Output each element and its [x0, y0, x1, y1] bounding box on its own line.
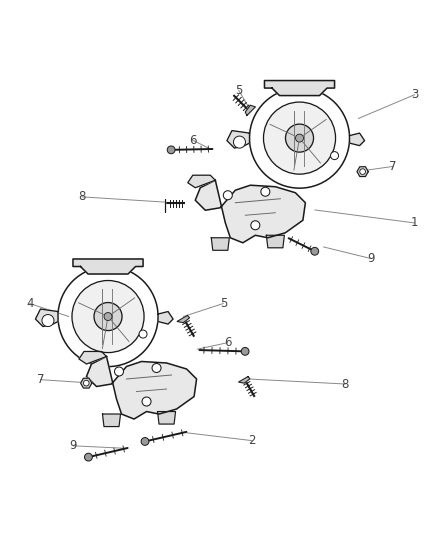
Polygon shape — [177, 316, 190, 322]
Polygon shape — [102, 414, 120, 426]
Text: 7: 7 — [37, 373, 44, 386]
Circle shape — [261, 187, 270, 196]
Polygon shape — [158, 411, 176, 424]
Polygon shape — [357, 167, 368, 176]
Polygon shape — [239, 377, 250, 383]
Text: 4: 4 — [26, 297, 33, 310]
Text: 5: 5 — [220, 297, 227, 310]
Text: 8: 8 — [342, 377, 349, 391]
Circle shape — [42, 314, 54, 327]
Polygon shape — [227, 131, 250, 148]
Polygon shape — [73, 259, 143, 274]
Polygon shape — [266, 235, 284, 248]
Polygon shape — [265, 80, 335, 95]
Circle shape — [296, 134, 304, 142]
Circle shape — [85, 453, 92, 461]
Text: 9: 9 — [70, 439, 77, 453]
Polygon shape — [350, 133, 364, 146]
Polygon shape — [35, 309, 58, 327]
Polygon shape — [245, 105, 255, 115]
Circle shape — [72, 280, 144, 353]
Polygon shape — [211, 238, 230, 251]
Circle shape — [58, 266, 158, 367]
Text: 1: 1 — [411, 216, 419, 230]
Text: 2: 2 — [248, 434, 255, 447]
Text: 6: 6 — [189, 134, 197, 147]
Polygon shape — [79, 351, 106, 364]
Circle shape — [264, 102, 336, 174]
Circle shape — [139, 330, 147, 338]
Circle shape — [331, 151, 339, 159]
Text: 7: 7 — [389, 160, 397, 173]
Polygon shape — [158, 312, 173, 324]
Circle shape — [152, 364, 161, 373]
Circle shape — [250, 88, 350, 188]
Polygon shape — [81, 378, 92, 388]
Circle shape — [142, 397, 151, 406]
Circle shape — [104, 312, 112, 320]
Circle shape — [311, 247, 319, 255]
Circle shape — [114, 367, 124, 376]
Circle shape — [286, 124, 314, 152]
Circle shape — [233, 136, 245, 148]
Text: 9: 9 — [367, 252, 375, 265]
Circle shape — [83, 381, 89, 386]
Polygon shape — [86, 357, 197, 419]
Circle shape — [241, 348, 249, 356]
Text: 5: 5 — [235, 84, 242, 96]
Circle shape — [360, 169, 365, 174]
Text: 6: 6 — [224, 336, 231, 349]
Circle shape — [251, 221, 260, 230]
Text: 3: 3 — [411, 88, 419, 101]
Circle shape — [167, 146, 175, 154]
Circle shape — [94, 303, 122, 330]
Polygon shape — [188, 175, 215, 188]
Circle shape — [141, 438, 149, 446]
Circle shape — [223, 191, 232, 200]
Text: 8: 8 — [78, 190, 85, 204]
Polygon shape — [195, 180, 305, 243]
